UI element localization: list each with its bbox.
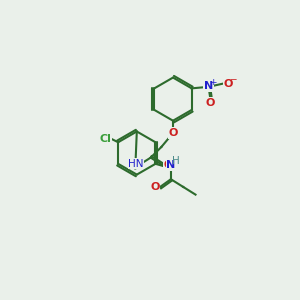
Text: −: − <box>229 75 236 84</box>
Text: +: + <box>209 78 216 87</box>
Text: HN: HN <box>128 159 144 169</box>
Text: O: O <box>168 128 178 138</box>
Text: O: O <box>164 160 173 170</box>
Text: N: N <box>166 160 176 170</box>
Text: O: O <box>206 98 215 108</box>
Text: O: O <box>150 182 159 192</box>
Text: Cl: Cl <box>100 134 112 144</box>
Text: H: H <box>172 156 180 166</box>
Text: O: O <box>223 79 232 89</box>
Text: N: N <box>204 81 213 91</box>
